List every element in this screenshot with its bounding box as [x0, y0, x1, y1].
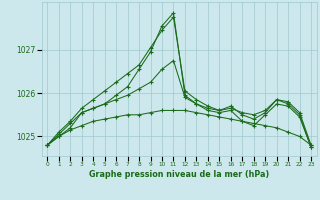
X-axis label: Graphe pression niveau de la mer (hPa): Graphe pression niveau de la mer (hPa) — [89, 170, 269, 179]
